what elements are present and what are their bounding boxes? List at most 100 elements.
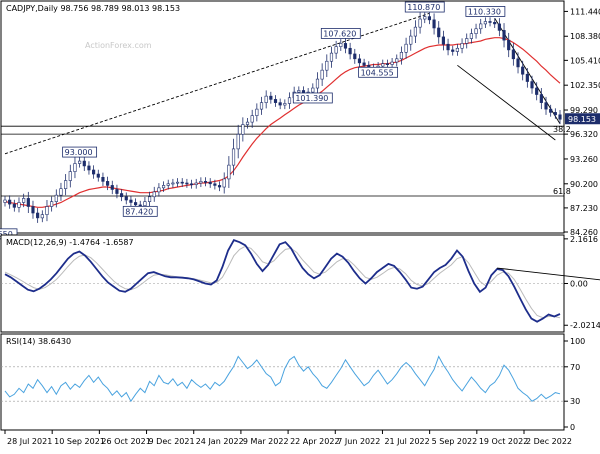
macd-tick-label: 2.1616: [570, 235, 598, 244]
price-annotation-box: [122, 205, 158, 217]
candle-body: [479, 23, 483, 30]
candle-body: [3, 199, 7, 203]
macd-line: [4, 238, 561, 323]
last-price-badge: [565, 113, 600, 125]
candle-body: [250, 115, 254, 123]
candle-body: [138, 204, 142, 207]
candle-body: [269, 95, 273, 100]
macd-lines: [1, 238, 600, 323]
candle-body: [507, 39, 511, 51]
candle-body: [549, 108, 553, 113]
candle-body: [516, 58, 520, 68]
price-tick-label: 87.230: [570, 204, 598, 213]
candle-body: [334, 46, 338, 54]
candle-body: [227, 164, 231, 180]
candle-body: [362, 62, 366, 66]
macd-tick-label: -2.0214: [570, 321, 600, 330]
price-annotation-box: [320, 28, 361, 39]
candle-body: [465, 38, 469, 44]
candle-body: [194, 182, 198, 185]
candle-body: [264, 95, 268, 103]
rsi-tick-label: 70: [570, 363, 580, 372]
candle-body: [40, 214, 44, 219]
candle-body: [287, 97, 292, 104]
rsi-tick-label: 30: [570, 397, 580, 406]
price-annotation-box: [404, 1, 445, 13]
rsi-tick-label: 0: [570, 423, 575, 432]
rsi-y-axis: 100 70 30 0: [564, 337, 585, 432]
candle-body: [152, 191, 156, 198]
price-tick-label: 90.200: [570, 180, 598, 189]
candle-body: [301, 90, 306, 94]
candle-body: [189, 183, 194, 186]
price-tick-label: 105.410: [570, 56, 600, 65]
candle-body: [343, 43, 348, 49]
x-tick-label: 28 Jul 2021: [7, 437, 52, 446]
candle-body: [236, 133, 240, 150]
candle-body: [311, 87, 315, 93]
candle-body: [381, 63, 385, 67]
price-panel-title: CADJPY,Daily 98.756 98.789 98.013 98.153: [6, 4, 180, 13]
candle-body: [36, 212, 40, 219]
candle-body: [231, 148, 236, 166]
price-y-axis: 111.440 108.380 105.410 102.350 99.290 96.320…: [564, 7, 600, 237]
candle-body: [129, 199, 133, 203]
candle-body: [325, 60, 329, 71]
candle-body: [469, 33, 473, 39]
price-annotation-label: 101.390: [295, 94, 328, 103]
candle-body: [427, 16, 431, 21]
rsi-line: [4, 355, 561, 403]
macd-tick-label: 0.00: [570, 280, 588, 289]
x-tick-label: 2 Dec 2022: [526, 437, 572, 446]
macd-trendline: [497, 267, 600, 281]
candle-body: [171, 182, 175, 185]
x-tick-label: 21 Jul 2022: [384, 437, 429, 446]
candle-body: [497, 23, 501, 31]
candle-body: [390, 61, 394, 65]
x-tick-label: 7 Jun 2022: [337, 437, 380, 446]
candle-body: [31, 206, 35, 214]
price-annotation-label: 110.870: [407, 3, 440, 12]
candle-body: [353, 53, 357, 60]
candle-body: [385, 63, 390, 65]
candle-body: [134, 202, 138, 206]
candle-body: [87, 165, 91, 171]
candle-body: [59, 188, 63, 196]
candle-body: [180, 181, 184, 184]
candle-body: [437, 27, 441, 38]
candle-body: [502, 30, 506, 41]
price-tick-label: 93.260: [570, 155, 598, 164]
candle-body: [460, 43, 464, 49]
last-price-label: 98.153: [568, 115, 596, 124]
price-annotation-box: [292, 92, 333, 104]
candle-body: [423, 16, 427, 20]
candle-body: [273, 99, 278, 103]
macd-signal-line: [4, 245, 561, 319]
candle-body: [147, 196, 152, 202]
candle-body: [348, 47, 352, 55]
candle-body: [395, 58, 399, 63]
candle-body: [64, 180, 68, 189]
x-tick-label: 24 Jan 2022: [196, 437, 244, 446]
candle-body: [418, 18, 422, 28]
candle-body: [255, 108, 259, 116]
x-tick-label: 9 Mar 2022: [243, 437, 289, 446]
rsi-tick-label: 100: [570, 337, 585, 346]
candle-body: [245, 121, 250, 125]
candle-body: [474, 28, 478, 34]
x-tick-label: 10 Sep 2021: [54, 437, 105, 446]
price-annotations: 110.870 110.330 107.620 104.555 101.390 93.00…: [0, 1, 506, 240]
price-panel: CADJPY,Daily 98.756 98.789 98.013 98.153…: [0, 0, 600, 240]
candle-body: [217, 185, 222, 188]
candle-body: [203, 181, 208, 183]
candle-body: [432, 19, 436, 29]
candle-body: [208, 181, 212, 185]
candle-body: [96, 173, 100, 178]
candle-body: [320, 69, 324, 80]
candle-body: [315, 78, 320, 89]
candle-body: [110, 185, 114, 190]
candle-body: [175, 181, 180, 184]
candle-body: [278, 102, 282, 106]
